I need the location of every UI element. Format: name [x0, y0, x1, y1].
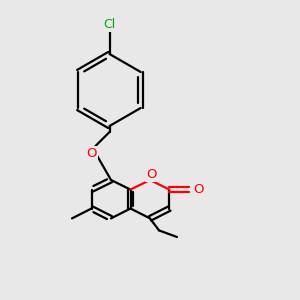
Text: O: O	[146, 167, 157, 181]
Text: O: O	[193, 183, 203, 196]
Text: O: O	[86, 147, 97, 161]
Text: Cl: Cl	[103, 18, 116, 32]
